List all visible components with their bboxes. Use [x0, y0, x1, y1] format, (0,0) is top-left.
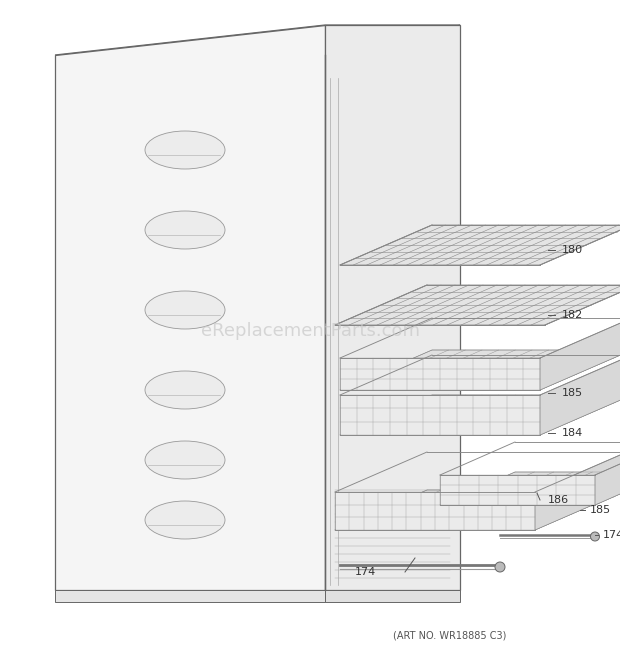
Text: 182: 182: [562, 310, 583, 320]
Circle shape: [495, 562, 505, 572]
Text: 185: 185: [590, 505, 611, 515]
Polygon shape: [335, 492, 535, 530]
Polygon shape: [335, 285, 620, 325]
Polygon shape: [340, 225, 620, 265]
Polygon shape: [325, 25, 460, 590]
Text: (ART NO. WR18885 C3): (ART NO. WR18885 C3): [393, 630, 507, 640]
Text: 186: 186: [548, 495, 569, 505]
Ellipse shape: [145, 501, 225, 539]
Polygon shape: [595, 442, 620, 505]
Text: 174: 174: [603, 530, 620, 540]
Polygon shape: [55, 25, 325, 590]
Polygon shape: [325, 25, 460, 590]
Text: eReplacementParts.com: eReplacementParts.com: [200, 321, 420, 340]
Text: 174: 174: [355, 567, 376, 577]
Polygon shape: [55, 25, 460, 55]
Polygon shape: [55, 590, 325, 602]
Circle shape: [590, 532, 600, 541]
Polygon shape: [340, 350, 620, 390]
Text: 180: 180: [562, 245, 583, 255]
Ellipse shape: [145, 291, 225, 329]
Text: 184: 184: [562, 428, 583, 438]
Ellipse shape: [145, 131, 225, 169]
Polygon shape: [540, 355, 620, 435]
Ellipse shape: [145, 441, 225, 479]
Polygon shape: [335, 490, 620, 530]
Polygon shape: [440, 475, 595, 505]
Polygon shape: [540, 318, 620, 390]
Polygon shape: [440, 472, 620, 505]
Ellipse shape: [145, 371, 225, 409]
Ellipse shape: [145, 211, 225, 249]
Text: 185: 185: [562, 388, 583, 398]
Polygon shape: [340, 395, 540, 435]
Polygon shape: [325, 590, 460, 602]
Polygon shape: [535, 452, 620, 530]
Polygon shape: [340, 358, 540, 390]
Polygon shape: [340, 395, 620, 435]
